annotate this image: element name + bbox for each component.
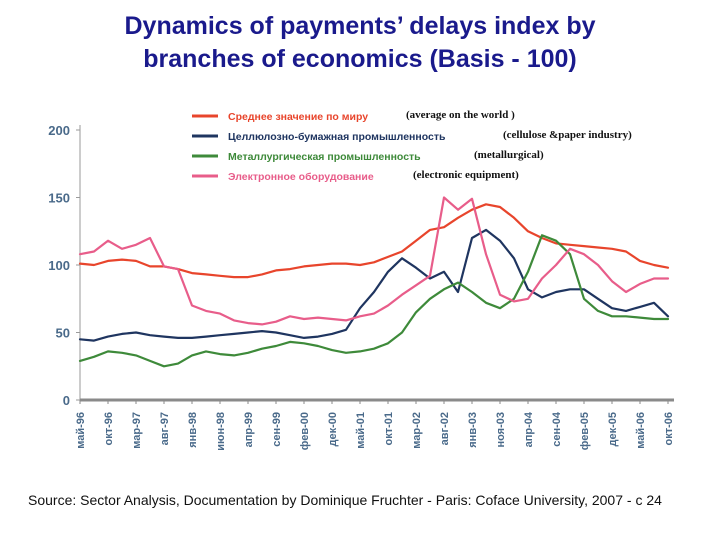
x-tick-label-0: май-96 bbox=[75, 412, 87, 449]
legend-translation-0: (average on the world ) bbox=[406, 109, 515, 121]
y-tick-label-0: 0 bbox=[63, 393, 70, 408]
x-tick-label-16: апр-04 bbox=[523, 411, 535, 447]
x-tick-label-9: дек-00 bbox=[327, 412, 339, 447]
x-tick-label-13: авг-02 bbox=[439, 412, 451, 445]
x-tick-label-5: июн-98 bbox=[215, 412, 227, 451]
legend-translation-2: (metallurgical) bbox=[474, 149, 544, 161]
x-tick-label-1: окт-96 bbox=[103, 412, 115, 446]
y-tick-label-200: 200 bbox=[48, 123, 70, 138]
legend-translation-3: (electronic equipment) bbox=[413, 169, 519, 181]
x-tick-label-7: сен-99 bbox=[271, 412, 283, 447]
legend-label-2: Металлургическая промышленность bbox=[228, 151, 421, 163]
legend-label-3: Электронное оборудование bbox=[228, 171, 374, 183]
line-chart: 0 50 100 150 200 май-96 окт-96 мар-97 авг-97 янв-… bbox=[48, 109, 675, 451]
series-line-3 bbox=[78, 196, 670, 326]
x-tick-label-18: фев-05 bbox=[579, 412, 591, 450]
title-line-1: Dynamics of payments’ delays index by bbox=[124, 12, 596, 40]
x-tick-label-20: май-06 bbox=[635, 412, 647, 449]
x-tick-label-4: янв-98 bbox=[187, 412, 199, 448]
legend-translation-1: (cellulose &paper industry) bbox=[503, 129, 632, 141]
source-note: Source: Sector Analysis, Documentation b… bbox=[28, 492, 662, 508]
x-tick-label-21: окт-06 bbox=[663, 412, 675, 446]
x-tick-label-15: ноя-03 bbox=[495, 412, 507, 448]
series-line-1 bbox=[78, 228, 670, 342]
x-tick-label-11: окт-01 bbox=[383, 412, 395, 446]
x-tick-label-2: мар-97 bbox=[131, 412, 143, 449]
legend-label-1: Целлюлозно-бумажная промышленность bbox=[228, 131, 446, 143]
x-tick-label-19: дек-05 bbox=[607, 412, 619, 447]
x-tick-label-14: янв-03 bbox=[467, 412, 479, 448]
chart-title: Dynamics of payments’ delays index by br… bbox=[40, 10, 680, 76]
y-tick-label-150: 150 bbox=[48, 191, 70, 206]
legend-label-0: Среднее значение по миру bbox=[228, 111, 368, 123]
x-tick-label-10: май-01 bbox=[355, 412, 367, 449]
y-tick-label-50: 50 bbox=[56, 326, 70, 341]
title-line-2: branches of economics (Basis - 100) bbox=[143, 45, 577, 73]
series-line-2 bbox=[78, 234, 670, 368]
x-tick-label-3: авг-97 bbox=[159, 412, 171, 445]
x-tick-label-6: апр-99 bbox=[243, 412, 255, 447]
x-tick-label-17: сен-04 bbox=[551, 411, 563, 447]
x-tick-label-8: фев-00 bbox=[299, 412, 311, 450]
x-tick-label-12: мар-02 bbox=[411, 412, 423, 449]
y-tick-label-100: 100 bbox=[48, 258, 70, 273]
